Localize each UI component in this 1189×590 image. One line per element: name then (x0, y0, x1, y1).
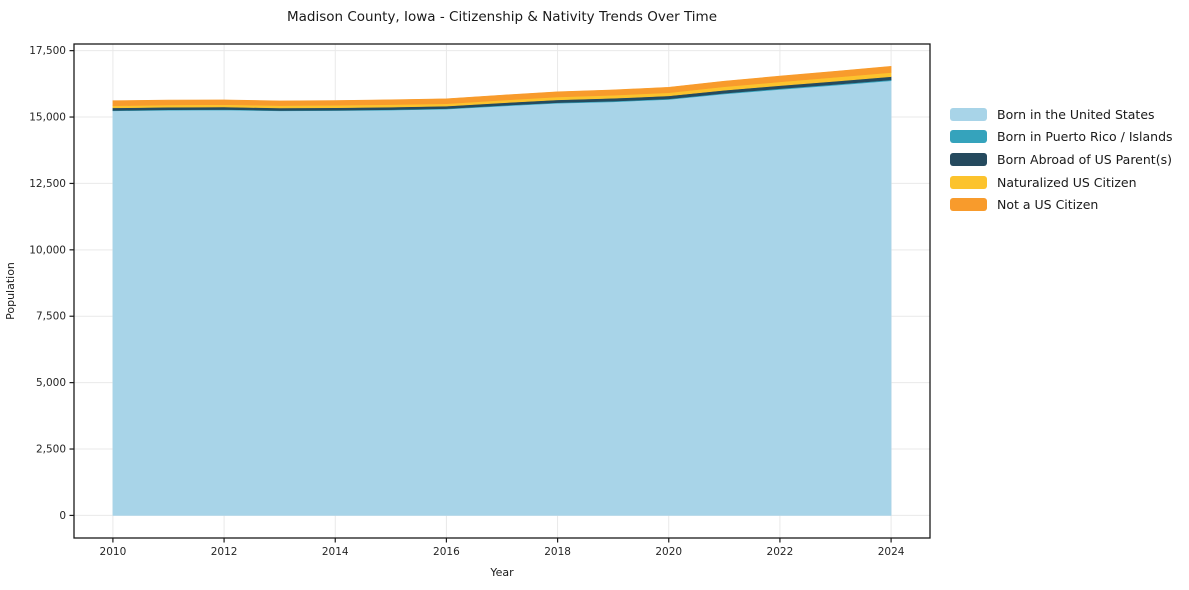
y-tick-label: 0 (59, 510, 66, 522)
area-series (112, 66, 892, 107)
x-tick-label: 2010 (100, 546, 127, 558)
chart-title: Madison County, Iowa - Citizenship & Nat… (286, 9, 718, 25)
y-tick-label: 15,000 (29, 112, 66, 124)
legend-item: Not a US Citizen (950, 193, 1173, 216)
legend-label: Naturalized US Citizen (997, 174, 1137, 190)
y-tick-label: 17,500 (29, 45, 66, 57)
legend-item: Born in the United States (950, 103, 1173, 126)
y-tick-label: 12,500 (29, 178, 66, 190)
legend-item: Born Abroad of US Parent(s) (950, 148, 1173, 171)
plot-border (73, 43, 931, 539)
x-tick-label: 2014 (322, 546, 349, 558)
y-tick-label: 10,000 (29, 244, 66, 256)
x-tick-label: 2020 (655, 546, 682, 558)
legend-label: Born Abroad of US Parent(s) (997, 151, 1172, 167)
y-tick-label: 2,500 (36, 444, 66, 456)
legend-item: Naturalized US Citizen (950, 171, 1173, 194)
legend-swatch (950, 152, 987, 166)
x-tick-label: 2024 (878, 546, 905, 558)
x-tick-label: 2022 (767, 546, 794, 558)
y-tick-label: 7,500 (36, 311, 66, 323)
x-tick-label: 2012 (211, 546, 238, 558)
legend-item: Born in Puerto Rico / Islands (950, 126, 1173, 149)
area-series (112, 80, 892, 516)
legend-label: Not a US Citizen (997, 197, 1099, 213)
legend-label: Born in the United States (997, 106, 1155, 122)
legend-swatch (950, 198, 987, 212)
legend-swatch (950, 130, 987, 144)
legend: Born in the United States Born in Puerto … (950, 103, 1173, 216)
y-tick-label: 5,000 (36, 377, 66, 389)
x-tick-label: 2016 (433, 546, 460, 558)
x-axis-title: Year (489, 566, 514, 579)
legend-swatch (950, 107, 987, 121)
x-tick-label: 2018 (544, 546, 571, 558)
legend-label: Born in Puerto Rico / Islands (997, 129, 1173, 145)
legend-swatch (950, 175, 987, 189)
y-axis-title: Population (4, 262, 17, 320)
